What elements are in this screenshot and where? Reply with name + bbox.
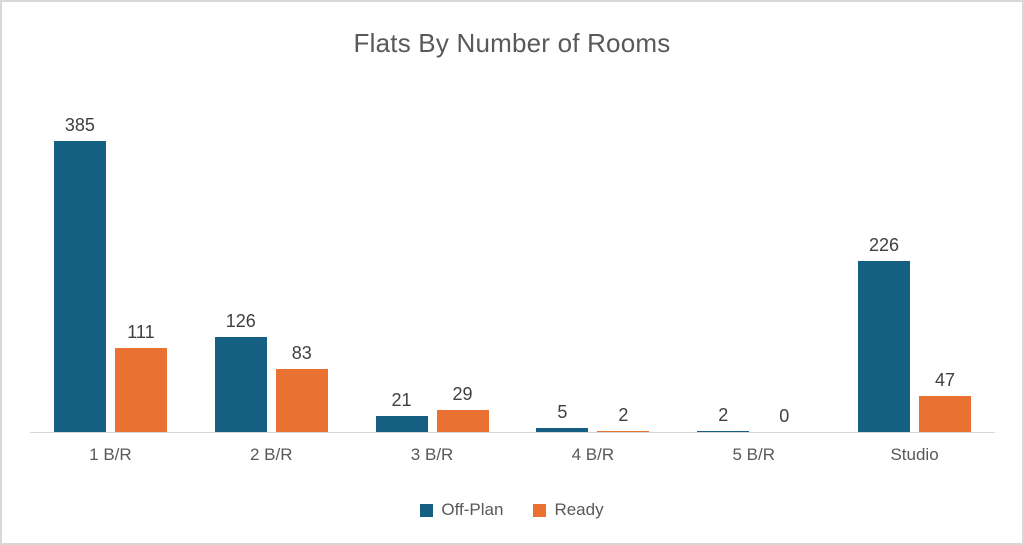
bar-unit: 21 — [375, 390, 428, 432]
bar-value-label: 126 — [225, 310, 256, 331]
bar — [536, 428, 589, 432]
category-label: 5 B/R — [732, 445, 775, 464]
bar-value-label: 21 — [391, 390, 412, 411]
bar-value-label: 83 — [291, 343, 312, 364]
bar — [597, 430, 650, 432]
bar-unit: 111 — [114, 322, 167, 432]
bar-group: 126 83 — [191, 72, 352, 432]
category-label: 1 B/R — [89, 445, 132, 464]
legend-item: Ready — [533, 500, 604, 520]
legend-swatch — [420, 503, 434, 517]
bar-group: 385 111 — [30, 72, 191, 432]
bar-value-label: 2 — [718, 404, 729, 425]
bar-value-label: 111 — [127, 322, 155, 343]
bar-group: 226 47 — [834, 72, 995, 432]
bar-value-label: 47 — [935, 370, 956, 391]
bar — [275, 369, 328, 432]
bar-unit: 2 — [597, 404, 650, 432]
bar-value-label: 2 — [618, 404, 629, 425]
legend-item: Off-Plan — [420, 500, 503, 520]
category-label: 3 B/R — [410, 445, 454, 464]
bar-group: 21 29 — [352, 72, 513, 432]
legend-label: Ready — [554, 500, 604, 519]
bar-value-label: 29 — [452, 384, 473, 405]
bar-unit: 0 — [758, 406, 810, 432]
bar — [375, 416, 428, 432]
legend-swatch — [533, 503, 547, 517]
bar-value-label: 226 — [869, 235, 900, 256]
category-label: 2 B/R — [249, 445, 293, 464]
chart-title: Flats By Number of Rooms — [353, 28, 671, 58]
bar-unit: 5 — [536, 402, 589, 432]
bar-value-label: 5 — [557, 402, 568, 423]
bar — [858, 261, 911, 432]
bar-unit: 226 — [858, 235, 911, 432]
legend-label: Off-Plan — [441, 500, 504, 519]
bar-unit: 126 — [214, 310, 267, 432]
bar-unit: 385 — [53, 115, 106, 432]
plot-area: 385 111 126 83 21 29 5 2 2 0 226 47 — [30, 72, 995, 433]
bar — [53, 141, 106, 432]
bar — [436, 410, 489, 432]
bar-value-label: 0 — [779, 406, 790, 426]
bar-unit: 2 — [697, 404, 750, 432]
category-label: Studio — [890, 445, 939, 464]
bar-unit: 47 — [919, 370, 972, 432]
legend: Off-Plan Ready — [2, 500, 1022, 520]
bar — [919, 396, 972, 432]
bar — [114, 348, 167, 432]
bar-unit: 29 — [436, 384, 489, 432]
category-axis: 1 B/R 2 B/R 3 B/R 4 B/R 5 B/R Studio — [30, 445, 995, 465]
bar — [697, 430, 750, 432]
bar-unit: 83 — [275, 343, 328, 432]
bar — [214, 336, 267, 432]
bar-value-label: 385 — [64, 115, 95, 135]
category-label: 4 B/R — [571, 445, 615, 464]
